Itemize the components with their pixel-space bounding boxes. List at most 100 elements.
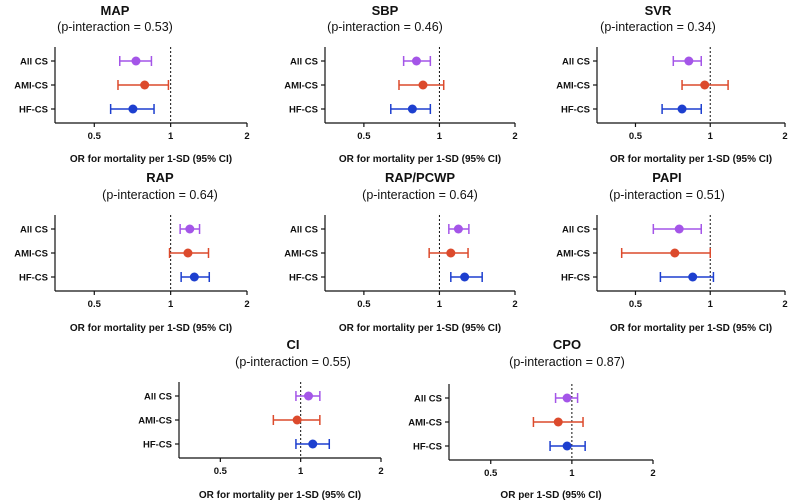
group-label-cpo-ami-cs: AMI-CS xyxy=(408,418,442,429)
group-label-sbp-all-cs: All CS xyxy=(290,57,318,68)
point-estimate-rap-pcwp-ami-cs xyxy=(446,248,456,258)
x-tick-label-rap-1: 1 xyxy=(168,299,174,310)
group-label-rap-pcwp-ami-cs: AMI-CS xyxy=(284,249,318,260)
group-label-papi-ami-cs: AMI-CS xyxy=(556,249,590,260)
x-axis-label-rap: OR for mortality per 1-SD (95% CI) xyxy=(70,323,232,334)
point-estimate-papi-all-cs xyxy=(674,224,684,234)
panel-map: MAP (p-interaction = 0.53) 0.5 1 2 OR for mor… xyxy=(14,3,249,165)
group-label-sbp-ami-cs: AMI-CS xyxy=(284,81,318,92)
point-estimate-cpo-ami-cs xyxy=(553,417,563,427)
x-axis-label-sbp: OR for mortality per 1-SD (95% CI) xyxy=(339,154,501,165)
group-label-svr-ami-cs: AMI-CS xyxy=(556,81,590,92)
x-tick-label-sbp-1: 1 xyxy=(437,131,443,142)
x-tick-label-svr-0-5: 0.5 xyxy=(629,131,643,142)
x-tick-label-rap-pcwp-0-5: 0.5 xyxy=(357,299,371,310)
panel-title-cpo: CPO xyxy=(553,337,581,352)
x-axis-label-map: OR for mortality per 1-SD (95% CI) xyxy=(70,154,232,165)
point-estimate-svr-hf-cs xyxy=(677,104,687,114)
panel-svr: SVR (p-interaction = 0.34) 0.5 1 2 OR for mor… xyxy=(556,3,787,165)
group-label-rap-pcwp-hf-cs: HF-CS xyxy=(289,273,318,284)
p-interaction-ci: (p-interaction = 0.55) xyxy=(235,355,351,369)
x-tick-label-sbp-0-5: 0.5 xyxy=(357,131,371,142)
point-estimate-map-ami-cs xyxy=(140,80,150,90)
x-axis-label-svr: OR for mortality per 1-SD (95% CI) xyxy=(610,154,772,165)
point-estimate-rap-pcwp-hf-cs xyxy=(460,272,470,282)
point-estimate-ci-ami-cs xyxy=(292,415,302,425)
group-label-map-ami-cs: AMI-CS xyxy=(14,81,48,92)
panel-title-rap-pcwp: RAP/PCWP xyxy=(385,170,455,185)
group-label-rap-all-cs: All CS xyxy=(20,225,48,236)
group-label-map-all-cs: All CS xyxy=(20,57,48,68)
panel-title-rap: RAP xyxy=(146,170,174,185)
x-tick-label-papi-1: 1 xyxy=(708,299,714,310)
panel-title-map: MAP xyxy=(101,3,130,18)
panel-title-sbp: SBP xyxy=(372,3,399,18)
panel-title-papi: PAPI xyxy=(652,170,681,185)
point-estimate-papi-hf-cs xyxy=(688,272,698,282)
x-tick-label-cpo-2: 2 xyxy=(650,468,655,479)
p-interaction-map: (p-interaction = 0.53) xyxy=(57,20,173,34)
p-interaction-rap-pcwp: (p-interaction = 0.64) xyxy=(362,188,478,202)
x-axis-label-papi: OR for mortality per 1-SD (95% CI) xyxy=(610,323,772,334)
group-label-papi-all-cs: All CS xyxy=(562,225,590,236)
group-label-cpo-all-cs: All CS xyxy=(414,394,442,405)
point-estimate-svr-all-cs xyxy=(684,56,694,66)
p-interaction-sbp: (p-interaction = 0.46) xyxy=(327,20,443,34)
x-tick-label-rap-pcwp-1: 1 xyxy=(437,299,443,310)
point-estimate-sbp-all-cs xyxy=(411,56,421,66)
point-estimate-papi-ami-cs xyxy=(670,248,680,258)
point-estimate-rap-ami-cs xyxy=(183,248,193,258)
panel-cpo: CPO (p-interaction = 0.87) 0.5 1 2 OR per 1-S… xyxy=(408,337,655,501)
x-tick-label-cpo-0-5: 0.5 xyxy=(484,468,498,479)
x-tick-label-papi-2: 2 xyxy=(782,299,787,310)
panel-ci: CI (p-interaction = 0.55) 0.5 1 2 OR for mort… xyxy=(138,337,383,501)
point-estimate-rap-pcwp-all-cs xyxy=(453,224,463,234)
p-interaction-svr: (p-interaction = 0.34) xyxy=(600,20,716,34)
group-label-svr-hf-cs: HF-CS xyxy=(561,105,590,116)
point-estimate-rap-all-cs xyxy=(185,224,195,234)
group-label-cpo-hf-cs: HF-CS xyxy=(413,442,442,453)
group-label-papi-hf-cs: HF-CS xyxy=(561,273,590,284)
x-axis-label-cpo: OR per 1-SD (95% CI) xyxy=(500,490,601,501)
x-tick-label-rap-2: 2 xyxy=(244,299,249,310)
x-tick-label-svr-1: 1 xyxy=(708,131,714,142)
x-tick-label-rap-pcwp-2: 2 xyxy=(512,299,517,310)
p-interaction-papi: (p-interaction = 0.51) xyxy=(609,188,725,202)
point-estimate-ci-all-cs xyxy=(304,391,314,401)
group-label-rap-pcwp-all-cs: All CS xyxy=(290,225,318,236)
group-label-svr-all-cs: All CS xyxy=(562,57,590,68)
x-tick-label-ci-1: 1 xyxy=(298,466,304,477)
x-tick-label-map-2: 2 xyxy=(244,131,249,142)
point-estimate-map-hf-cs xyxy=(128,104,138,114)
group-label-ci-all-cs: All CS xyxy=(144,392,172,403)
group-label-ci-hf-cs: HF-CS xyxy=(143,440,172,451)
point-estimate-sbp-hf-cs xyxy=(407,104,417,114)
x-tick-label-map-0-5: 0.5 xyxy=(88,131,102,142)
panel-title-svr: SVR xyxy=(645,3,672,18)
group-label-rap-ami-cs: AMI-CS xyxy=(14,249,48,260)
p-interaction-cpo: (p-interaction = 0.87) xyxy=(509,355,625,369)
group-label-sbp-hf-cs: HF-CS xyxy=(289,105,318,116)
x-tick-label-ci-2: 2 xyxy=(378,466,383,477)
point-estimate-svr-ami-cs xyxy=(700,80,710,90)
group-label-map-hf-cs: HF-CS xyxy=(19,105,48,116)
x-tick-label-svr-2: 2 xyxy=(782,131,787,142)
point-estimate-rap-hf-cs xyxy=(189,272,199,282)
x-axis-label-ci: OR for mortality per 1-SD (95% CI) xyxy=(199,490,361,501)
x-tick-label-ci-0-5: 0.5 xyxy=(214,466,228,477)
panel-title-ci: CI xyxy=(287,337,300,352)
point-estimate-cpo-all-cs xyxy=(562,393,572,403)
x-tick-label-map-1: 1 xyxy=(168,131,174,142)
group-label-ci-ami-cs: AMI-CS xyxy=(138,416,172,427)
point-estimate-sbp-ami-cs xyxy=(418,80,428,90)
point-estimate-map-all-cs xyxy=(131,56,141,66)
group-label-rap-hf-cs: HF-CS xyxy=(19,273,48,284)
panel-rap-pcwp: RAP/PCWP (p-interaction = 0.64) 0.5 1 2 OR fo… xyxy=(284,170,517,334)
point-estimate-ci-hf-cs xyxy=(308,439,318,449)
x-tick-label-sbp-2: 2 xyxy=(512,131,517,142)
x-tick-label-cpo-1: 1 xyxy=(569,468,575,479)
x-tick-label-rap-0-5: 0.5 xyxy=(88,299,102,310)
p-interaction-rap: (p-interaction = 0.64) xyxy=(102,188,218,202)
x-tick-label-papi-0-5: 0.5 xyxy=(629,299,643,310)
